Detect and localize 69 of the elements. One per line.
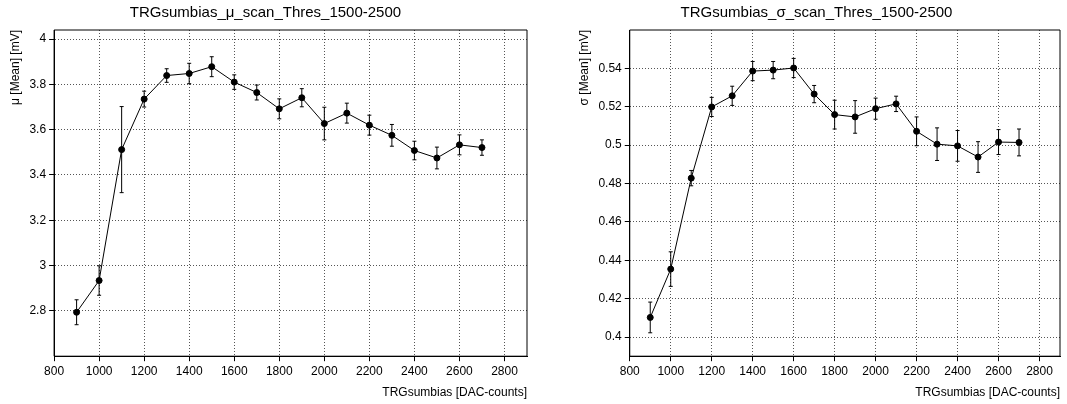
y-axis-title: σ [Mean] [mV] xyxy=(576,30,591,106)
x-tick-label: 1000 xyxy=(85,363,113,378)
x-axis-title: TRGsumbias [DAC-counts] xyxy=(915,385,1060,400)
x-tick-label: 2200 xyxy=(356,363,384,378)
point xyxy=(275,105,283,113)
y-tick-label: 0.44 xyxy=(598,252,623,267)
point xyxy=(230,78,238,86)
point xyxy=(790,64,798,72)
point xyxy=(455,141,463,149)
x-tick-label: 1200 xyxy=(698,363,726,378)
x-tick-label: 1600 xyxy=(220,363,248,378)
y-tick-label: 3.2 xyxy=(29,212,47,227)
point xyxy=(298,94,306,102)
y-tick-label: 0.48 xyxy=(598,175,623,190)
point xyxy=(646,313,654,321)
x-tick-label: 2400 xyxy=(944,363,972,378)
y-tick-label: 0.54 xyxy=(598,60,623,75)
point xyxy=(343,109,351,117)
point xyxy=(73,308,81,316)
x-tick-label: 2200 xyxy=(903,363,931,378)
point xyxy=(410,147,418,155)
point xyxy=(365,121,373,129)
x-tick-label: 1000 xyxy=(657,363,685,378)
point xyxy=(749,67,757,75)
x-tick-label: 1800 xyxy=(265,363,293,378)
x-tick-label: 2600 xyxy=(985,363,1013,378)
point xyxy=(769,66,777,74)
point xyxy=(163,72,171,80)
x-tick-label: 800 xyxy=(44,363,65,378)
y-tick-label: 3 xyxy=(39,257,47,272)
x-tick-label: 2800 xyxy=(1026,363,1054,378)
point xyxy=(208,63,216,71)
point xyxy=(185,69,193,77)
y-tick-label: 0.52 xyxy=(598,99,623,114)
x-tick-label: 2600 xyxy=(446,363,474,378)
x-tick-label: 1400 xyxy=(175,363,203,378)
y-tick-label: 3.8 xyxy=(29,76,47,91)
chart-title: TRGsumbias_μ_scan_Thres_1500-2500 xyxy=(129,3,402,21)
y-tick-label: 0.4 xyxy=(605,329,623,344)
point xyxy=(320,120,328,128)
y-axis-title: μ [Mean] [mV] xyxy=(7,30,22,105)
point xyxy=(140,95,148,103)
x-tick-label: 2400 xyxy=(401,363,429,378)
y-tick-label: 3.6 xyxy=(29,121,47,136)
x-tick-label: 1600 xyxy=(780,363,808,378)
x-tick-label: 800 xyxy=(619,363,641,378)
point xyxy=(667,265,675,273)
point xyxy=(728,92,736,100)
point xyxy=(913,127,921,135)
y-tick-label: 0.46 xyxy=(598,214,623,229)
point xyxy=(708,103,716,111)
x-tick-label: 1400 xyxy=(739,363,767,378)
x-tick-label: 2800 xyxy=(491,363,519,378)
x-tick-label: 1800 xyxy=(821,363,849,378)
y-tick-label: 2.8 xyxy=(29,303,47,318)
x-tick-label: 2000 xyxy=(310,363,338,378)
x-axis-title: TRGsumbias [DAC-counts] xyxy=(382,385,527,400)
point xyxy=(831,111,839,119)
point xyxy=(118,146,126,154)
y-tick-label: 3.4 xyxy=(29,167,47,182)
x-tick-label: 2000 xyxy=(862,363,890,378)
x-tick-label: 1200 xyxy=(130,363,158,378)
point xyxy=(687,174,695,182)
chart-title: TRGsumbias_σ_scan_Thres_1500-2500 xyxy=(680,3,953,21)
y-tick-label: 4 xyxy=(39,31,47,46)
point xyxy=(872,105,880,113)
point xyxy=(253,89,261,97)
y-tick-label: 0.42 xyxy=(598,290,623,305)
y-tick-label: 0.5 xyxy=(605,137,623,152)
